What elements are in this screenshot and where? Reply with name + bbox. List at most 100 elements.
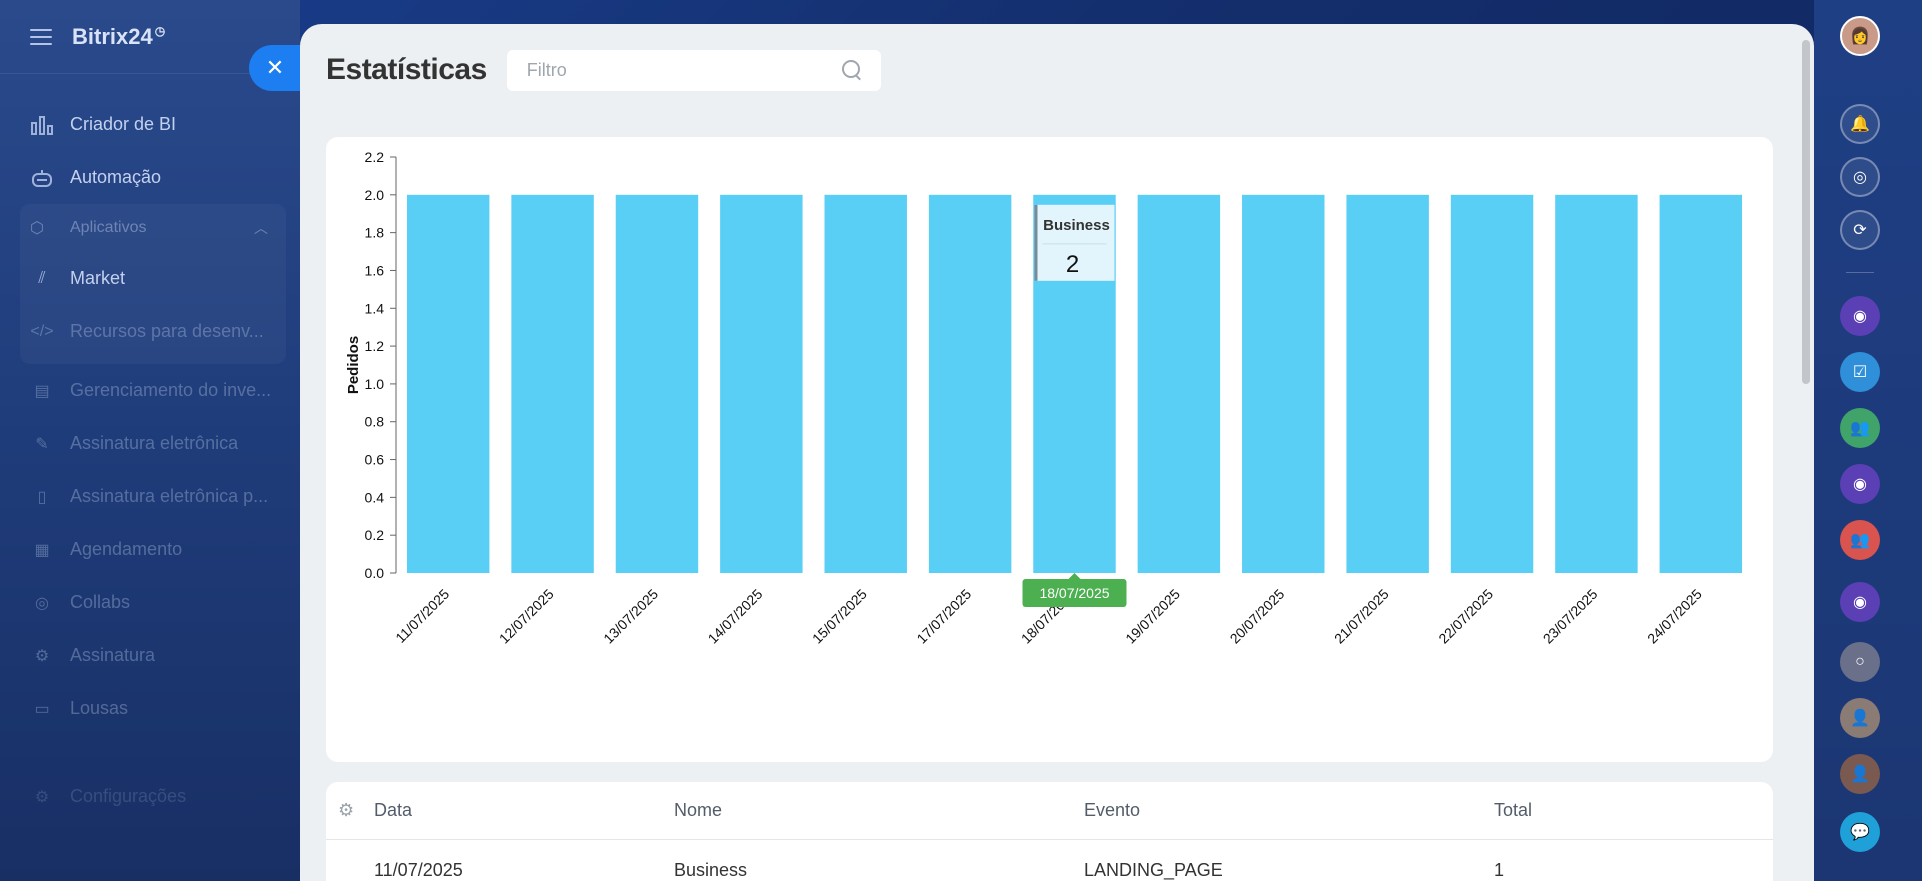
y-tick-label: 1.2 <box>365 338 385 354</box>
sidebar-item-label: Gerenciamento do inve... <box>70 380 272 400</box>
contact-avatar[interactable]: 👤 <box>1840 698 1880 738</box>
document-sign-icon: ▯ <box>37 488 47 506</box>
clock-icon: ◷ <box>154 24 166 39</box>
sidebar-item-dev-resources[interactable]: </> Recursos para desenv... <box>20 305 286 358</box>
brand-name: Bitrix24 <box>72 23 153 49</box>
sidebar-item-label: Agendamento <box>70 539 183 559</box>
sidebar-group-header[interactable]: ⬡ Aplicativos ︿ <box>20 204 286 252</box>
chart-bar <box>1346 194 1429 573</box>
group-chat-icon[interactable]: 👥 <box>1840 520 1880 560</box>
code-icon: </> <box>30 322 54 340</box>
tasks-icon[interactable]: ☑ <box>1840 352 1880 392</box>
sidebar-item-label: Criador de BI <box>70 114 177 134</box>
robot-icon <box>30 167 54 189</box>
y-tick-label: 1.0 <box>365 376 385 392</box>
table-row[interactable]: 11/07/2025 Business LANDING_PAGE 1 <box>326 840 1773 881</box>
column-header-data[interactable]: Data <box>374 800 413 820</box>
market-icon: ⫽ <box>38 269 46 287</box>
cell-evento: LANDING_PAGE <box>1084 859 1223 880</box>
bell-icon[interactable]: 🔔 <box>1840 104 1880 144</box>
bar-chart: 0.0 0.2 0.4 0.6 0.8 1.0 1.2 1.4 1.6 1.8 2.0 2.2 Pedi… <box>345 149 1743 647</box>
column-header-total[interactable]: Total <box>1494 800 1533 820</box>
channel-icon[interactable]: ◉ <box>1840 296 1880 336</box>
sync-icon[interactable]: ⟳ <box>1840 210 1880 250</box>
sidebar-item-e-signature-p[interactable]: ▯ Assinatura eletrônica p... <box>0 470 300 523</box>
filter-input[interactable] <box>526 59 827 81</box>
x-tick-label: 22/07/2025 <box>1435 586 1496 647</box>
x-tick-label: 14/07/2025 <box>705 586 766 647</box>
y-tick-label: 0.6 <box>365 452 385 468</box>
y-tick-label: 2.2 <box>365 149 385 165</box>
chart-bar <box>824 194 907 573</box>
chart-bar <box>511 194 594 573</box>
sidebar-item-automation[interactable]: Automação <box>0 151 300 204</box>
category-badge-label: 18/07/2025 <box>1039 585 1109 601</box>
y-tick-label: 0.4 <box>365 489 385 505</box>
target-icon[interactable]: ◎ <box>1840 157 1880 197</box>
channel-icon[interactable]: ◉ <box>1840 582 1880 622</box>
board-icon: ▭ <box>34 700 50 718</box>
filter-box[interactable] <box>506 49 881 91</box>
statistics-panel: Estatísticas 0.0 0.2 0.4 0.6 0.8 1.0 1.2 1.4 1.6… <box>300 24 1814 881</box>
tooltip-marker <box>1034 204 1038 281</box>
brand-logo[interactable]: Bitrix24 ◷ <box>72 24 165 50</box>
panel-scrollbar[interactable] <box>1802 40 1810 384</box>
sidebar-item-label: Automação <box>70 167 162 187</box>
statistics-table: ⚙ Data Nome Evento Total 11/07/2025 Busi… <box>326 782 1773 881</box>
x-tick-label: 23/07/2025 <box>1540 586 1601 647</box>
tooltip-series: Business <box>1043 217 1110 234</box>
signature-icon: ✎ <box>35 435 49 453</box>
rail-divider <box>1846 272 1874 273</box>
y-tick-label: 2.0 <box>365 187 385 203</box>
sidebar-item-settings[interactable]: ⚙ Configurações <box>0 770 300 823</box>
left-sidebar: Bitrix24 ◷ Criador de BI Automação ⬡ Aplic… <box>0 0 300 881</box>
y-tick-label: 0.2 <box>365 527 385 543</box>
sidebar-item-label: Configurações <box>70 786 187 806</box>
contact-avatar[interactable]: 👤 <box>1840 754 1880 794</box>
chart-bar <box>1659 194 1743 573</box>
column-header-evento[interactable]: Evento <box>1084 800 1141 820</box>
gear-icon: ⚙ <box>34 788 50 806</box>
group-chat-icon[interactable]: 👥 <box>1840 408 1880 448</box>
sidebar-item-label: Collabs <box>70 592 131 612</box>
chart-bar <box>1555 194 1638 573</box>
category-badge-arrow <box>1068 573 1081 579</box>
page-title: Estatísticas <box>326 53 487 86</box>
cell-nome: Business <box>674 859 748 880</box>
chart-bar <box>1137 194 1221 573</box>
sidebar-item-subscription[interactable]: ⚙ Assinatura <box>0 629 300 682</box>
channel-icon[interactable]: ◉ <box>1840 464 1880 504</box>
user-avatar[interactable]: 👩 <box>1840 16 1880 56</box>
menu-icon[interactable] <box>30 28 52 45</box>
cell-total: 1 <box>1494 859 1505 880</box>
column-header-nome[interactable]: Nome <box>674 800 723 820</box>
sidebar-item-inventory[interactable]: ▤ Gerenciamento do inve... <box>0 364 300 417</box>
chevron-up-icon[interactable]: ︿ <box>254 220 268 236</box>
chart-bar <box>406 194 490 573</box>
sidebar-item-label: Assinatura eletrônica <box>70 433 239 453</box>
gear-icon[interactable]: ⚙ <box>338 800 355 820</box>
sidebar-item-collabs[interactable]: ◎ Collabs <box>0 576 300 629</box>
x-tick-label: 15/07/2025 <box>809 586 870 647</box>
sidebar-item-e-signature[interactable]: ✎ Assinatura eletrônica <box>0 417 300 470</box>
chart-bar <box>720 194 803 573</box>
inventory-icon: ▤ <box>34 382 50 400</box>
calendar-icon: ▦ <box>34 541 50 559</box>
sidebar-item-bi-builder[interactable]: Criador de BI <box>0 98 300 151</box>
close-slider-button[interactable]: ✕ <box>249 45 301 91</box>
sidebar-item-label: Assinatura eletrônica p... <box>70 486 269 506</box>
chart-bar <box>615 194 699 573</box>
bar-chart-icon <box>30 114 54 136</box>
sidebar-item-scheduling[interactable]: ▦ Agendamento <box>0 523 300 576</box>
sidebar-item-boards[interactable]: ▭ Lousas <box>0 682 300 735</box>
sidebar-item-market[interactable]: ⫽ Market <box>20 252 286 305</box>
chat-icon[interactable]: 💬 <box>1840 812 1880 852</box>
status-icon[interactable]: ○ <box>1840 642 1880 682</box>
y-axis-label: Pedidos <box>345 336 362 394</box>
collabs-icon: ◎ <box>35 594 49 612</box>
search-icon[interactable] <box>841 59 863 81</box>
chart-bar <box>1450 194 1534 573</box>
x-tick-label: 21/07/2025 <box>1331 586 1392 647</box>
sidebar-item-label: Recursos para desenv... <box>70 321 264 341</box>
x-tick-label: 17/07/2025 <box>913 586 974 647</box>
